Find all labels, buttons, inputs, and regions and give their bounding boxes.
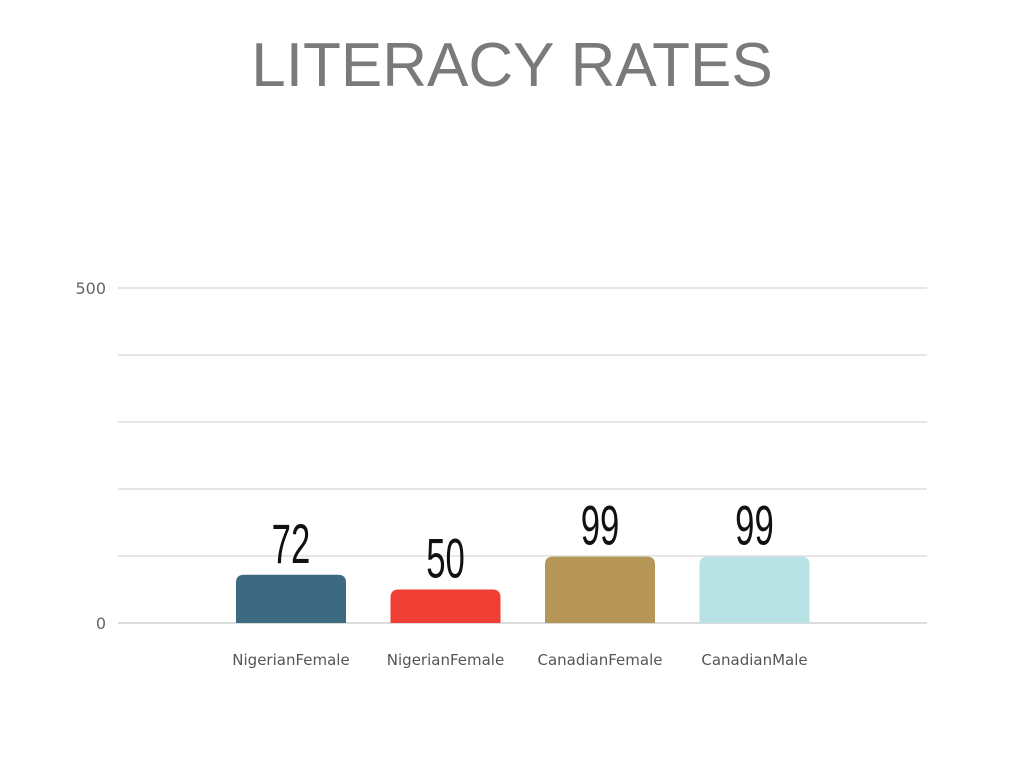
data-label: 99	[581, 494, 620, 557]
bar	[699, 556, 810, 623]
chart-title: LITERACY RATES	[251, 31, 773, 100]
data-labels: 72 50 99 99	[272, 494, 774, 589]
x-tick-label: NigerianFemale	[232, 651, 349, 669]
x-tick-label: NigerianFemale	[387, 651, 504, 669]
data-label: 50	[426, 527, 465, 590]
y-axis-ticks: 0 500	[75, 279, 106, 633]
bar	[236, 574, 346, 623]
x-tick-label: CanadianMale	[701, 651, 807, 669]
x-axis-labels: NigerianFemale NigerianFemale CanadianFema…	[232, 651, 807, 669]
x-tick-label: CanadianFemale	[538, 651, 663, 669]
bar	[545, 556, 655, 623]
bar	[390, 589, 501, 623]
data-label: 99	[735, 494, 774, 557]
data-label: 72	[272, 512, 311, 575]
y-tick-label: 0	[96, 614, 106, 633]
y-tick-label: 500	[75, 279, 106, 298]
bars	[236, 556, 810, 623]
